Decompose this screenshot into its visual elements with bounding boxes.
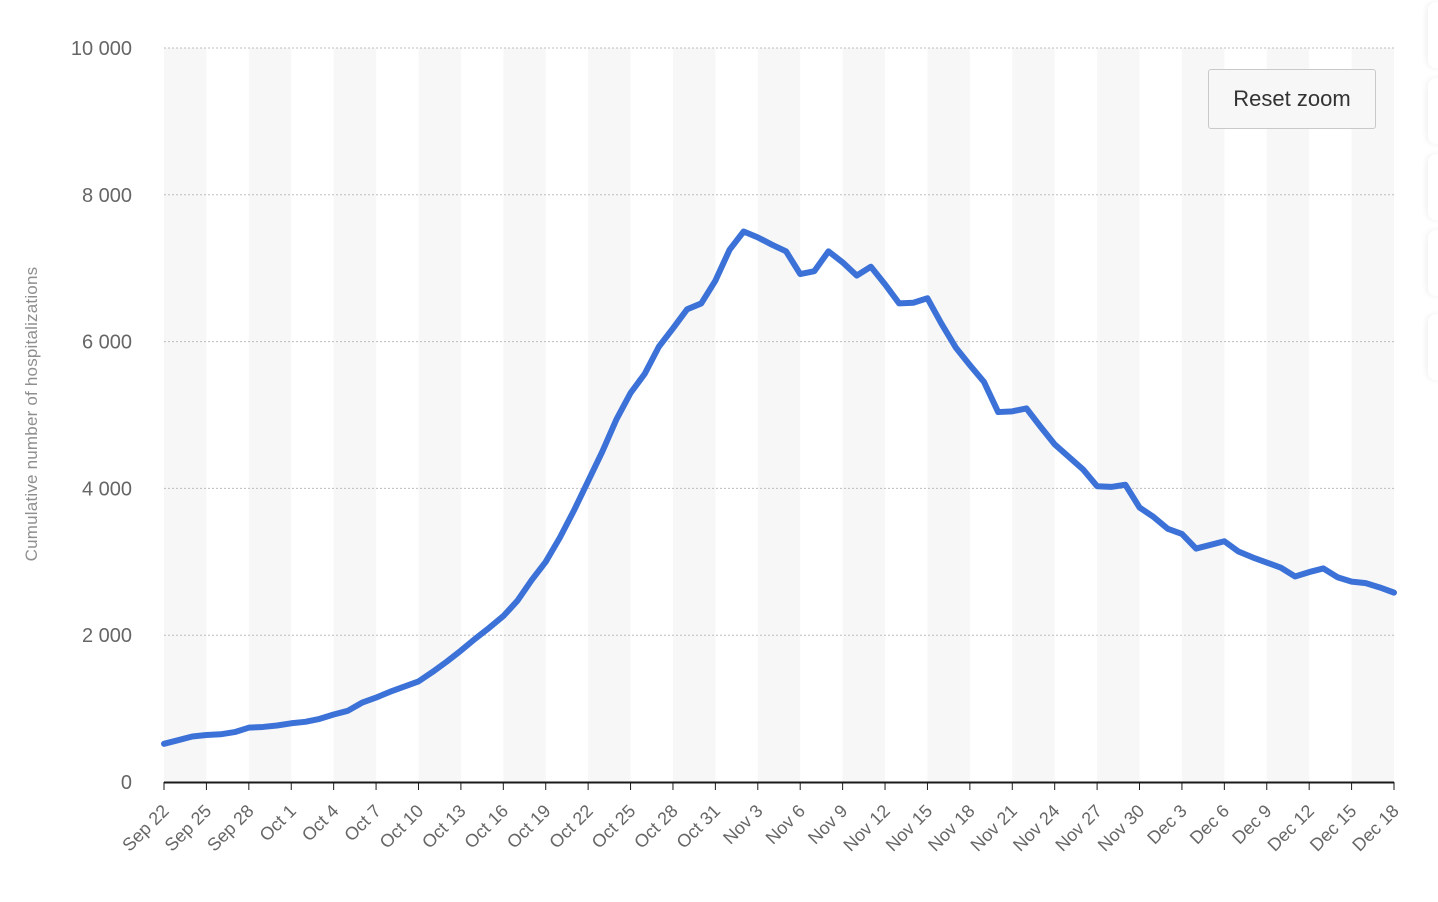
- side-tab[interactable]: [1428, 154, 1438, 220]
- x-tick-label: Oct 31: [673, 801, 725, 853]
- x-tick-label: Nov 18: [924, 801, 978, 855]
- alternating-bands: [164, 48, 1394, 782]
- x-tick-label: Nov 12: [839, 801, 893, 855]
- y-tick-label: 8 000: [82, 185, 132, 207]
- gridlines: [164, 47, 1394, 636]
- y-tick-label: 10 000: [71, 38, 132, 60]
- x-tick-label: Dec 12: [1264, 801, 1318, 855]
- x-tick-label: Oct 4: [298, 801, 343, 846]
- x-tick-label: Oct 19: [503, 801, 555, 853]
- y-tick-label: 2 000: [82, 625, 132, 647]
- x-tick-label: Nov 24: [1009, 801, 1063, 855]
- plot-band: [1351, 48, 1394, 782]
- plot-band: [1266, 48, 1310, 782]
- y-tick-label: 6 000: [82, 332, 132, 354]
- x-tick-label: Oct 13: [418, 801, 470, 853]
- plot-band: [418, 48, 461, 782]
- x-tick-label: Oct 25: [588, 801, 640, 853]
- plot-band: [1181, 48, 1225, 782]
- side-tab[interactable]: [1428, 314, 1438, 380]
- series-line: [161, 228, 1397, 747]
- x-tick-label: Nov 27: [1051, 801, 1105, 855]
- plot-band: [588, 48, 631, 782]
- series-layer: [161, 228, 1397, 747]
- y-tick-label: 4 000: [82, 478, 132, 500]
- x-tick-label: Dec 3: [1143, 801, 1190, 848]
- plot-band: [842, 48, 886, 782]
- plot-band: [672, 48, 716, 782]
- x-tick-label: Dec 6: [1186, 801, 1233, 848]
- reset-zoom-button[interactable]: Reset zoom: [1208, 69, 1376, 129]
- x-tick-label: Nov 15: [882, 801, 936, 855]
- side-tab[interactable]: [1428, 2, 1438, 68]
- x-tick-label: Nov 6: [762, 801, 809, 848]
- x-tick-label: Dec 15: [1306, 801, 1360, 855]
- x-tick-label: Sep 22: [118, 801, 172, 855]
- x-tick-label: Oct 28: [630, 801, 682, 853]
- plot-band: [333, 48, 377, 782]
- x-tick-label: Oct 16: [460, 801, 512, 853]
- x-tick-label: Oct 1: [256, 801, 301, 846]
- plot-band: [927, 48, 970, 782]
- y-axis-ticks: 0 2 000 4 000 6 000 8 000 10 000: [71, 38, 132, 794]
- x-tick-label: Dec 18: [1348, 801, 1402, 855]
- x-tick-label: Oct 10: [376, 801, 428, 853]
- plot-band: [757, 48, 801, 782]
- plot-band: [164, 48, 207, 782]
- x-tick-label: Sep 25: [161, 801, 215, 855]
- plot-band: [248, 48, 292, 782]
- y-axis-label: Cumulative number of hospitalizations: [22, 266, 41, 562]
- side-tab[interactable]: [1428, 78, 1438, 144]
- plot-band: [503, 48, 546, 782]
- x-tick-label: Sep 28: [203, 801, 257, 855]
- x-tick-label: Oct 22: [545, 801, 597, 853]
- y-tick-label: 0: [121, 772, 132, 794]
- plot-band: [1097, 48, 1140, 782]
- x-tick-label: Nov 3: [719, 801, 766, 848]
- side-tab[interactable]: [1428, 230, 1438, 296]
- x-tick-label: Nov 21: [967, 801, 1021, 855]
- x-tick-label: Nov 30: [1094, 801, 1148, 855]
